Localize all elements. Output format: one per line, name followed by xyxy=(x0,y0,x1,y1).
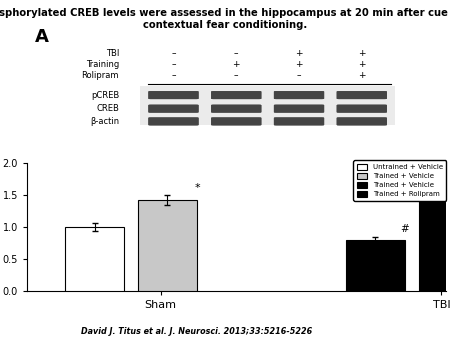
Text: A: A xyxy=(36,28,49,46)
Text: –: – xyxy=(234,72,238,80)
FancyBboxPatch shape xyxy=(337,105,387,113)
Text: β-actin: β-actin xyxy=(90,117,119,126)
FancyBboxPatch shape xyxy=(274,105,324,113)
Text: TBI: TBI xyxy=(106,49,119,58)
FancyBboxPatch shape xyxy=(274,117,324,125)
Text: –: – xyxy=(171,49,176,58)
Bar xyxy=(138,200,197,291)
FancyBboxPatch shape xyxy=(211,117,261,125)
FancyBboxPatch shape xyxy=(148,91,198,99)
FancyBboxPatch shape xyxy=(337,105,387,113)
FancyBboxPatch shape xyxy=(211,91,261,99)
FancyBboxPatch shape xyxy=(274,117,324,125)
Text: +: + xyxy=(358,72,365,80)
Bar xyxy=(418,188,450,291)
Text: +: + xyxy=(295,61,303,69)
FancyBboxPatch shape xyxy=(337,91,387,99)
FancyBboxPatch shape xyxy=(148,91,198,99)
Text: –: – xyxy=(171,72,176,80)
Text: –: – xyxy=(171,61,176,69)
Bar xyxy=(140,86,395,125)
FancyBboxPatch shape xyxy=(211,105,261,113)
Text: Training: Training xyxy=(86,61,119,69)
FancyBboxPatch shape xyxy=(337,117,387,125)
FancyBboxPatch shape xyxy=(148,117,198,125)
Text: David J. Titus et al. J. Neurosci. 2013;33:5216-5226: David J. Titus et al. J. Neurosci. 2013;… xyxy=(81,327,312,336)
FancyBboxPatch shape xyxy=(337,91,387,99)
FancyBboxPatch shape xyxy=(274,105,324,113)
FancyBboxPatch shape xyxy=(337,117,387,125)
Bar xyxy=(346,240,405,291)
Text: *: * xyxy=(194,183,200,193)
Text: +: + xyxy=(358,49,365,58)
FancyBboxPatch shape xyxy=(148,105,198,113)
Legend: Untrained + Vehicle, Trained + Vehicle, Trained + Vehicle, Trained + Rolipram: Untrained + Vehicle, Trained + Vehicle, … xyxy=(353,160,446,200)
Text: +: + xyxy=(295,49,303,58)
FancyBboxPatch shape xyxy=(274,91,324,99)
Text: Phosphorylated CREB levels were assessed in the hippocampus at 20 min after cue : Phosphorylated CREB levels were assessed… xyxy=(0,8,450,30)
Text: +: + xyxy=(358,61,365,69)
Text: +: + xyxy=(233,61,240,69)
FancyBboxPatch shape xyxy=(211,91,261,99)
FancyBboxPatch shape xyxy=(211,117,261,125)
FancyBboxPatch shape xyxy=(148,105,198,113)
Text: CREB: CREB xyxy=(96,104,119,113)
Text: #: # xyxy=(400,224,410,234)
Text: pCREB: pCREB xyxy=(91,91,119,100)
Text: –: – xyxy=(234,49,238,58)
FancyBboxPatch shape xyxy=(211,105,261,113)
FancyBboxPatch shape xyxy=(148,117,198,125)
Text: Rolipram: Rolipram xyxy=(81,72,119,80)
Bar xyxy=(65,227,124,291)
Text: –: – xyxy=(297,72,302,80)
FancyBboxPatch shape xyxy=(274,91,324,99)
